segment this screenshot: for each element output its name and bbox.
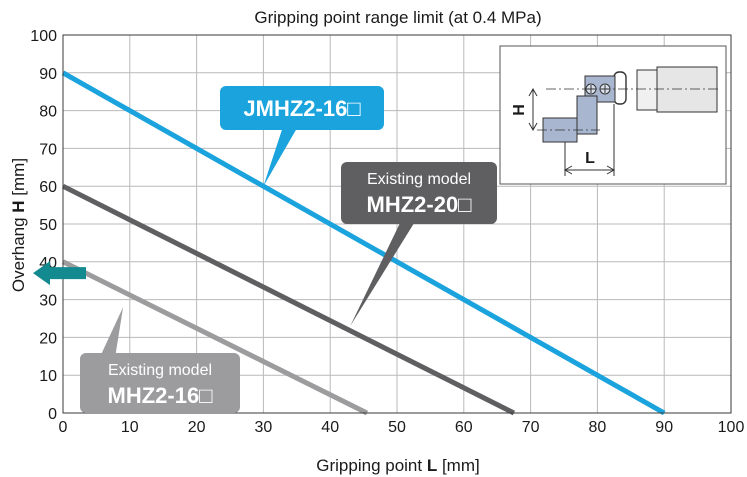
- arrow-shape: [33, 261, 86, 286]
- y-tick-label: 20: [39, 330, 57, 347]
- y-tick-label: 30: [39, 293, 57, 310]
- y-tick-label: 90: [39, 66, 57, 83]
- x-tick-label: 20: [188, 419, 206, 436]
- x-tick-label: 100: [718, 419, 745, 436]
- callout-pointer: [350, 224, 414, 327]
- x-tick-label: 60: [455, 419, 473, 436]
- inset-dimension-h-arrows: [528, 87, 538, 132]
- y-axis-label: Overhang H [mm]: [9, 158, 28, 292]
- y-tick-label: 60: [39, 179, 57, 196]
- callout-pointer: [263, 130, 296, 187]
- inset-cylinder-neck: [636, 69, 658, 111]
- y-tick-label: 100: [30, 28, 57, 45]
- chart-title: Gripping point range limit (at 0.4 MPa): [254, 8, 541, 27]
- inset-diagram: H L: [499, 45, 727, 185]
- x-tick-label: 0: [59, 419, 68, 436]
- direction-arrow: [33, 261, 86, 286]
- callout-box: [80, 353, 240, 413]
- x-axis-label: Gripping point L [mm]: [316, 456, 479, 475]
- x-tick-label: 10: [121, 419, 139, 436]
- series-line-2: [61, 259, 369, 416]
- y-tick-label: 10: [39, 368, 57, 385]
- callout-name: JMHZ2-16□: [243, 96, 360, 121]
- inset-cylinder-body: [656, 66, 718, 113]
- callout-pointer: [101, 307, 124, 353]
- x-tick-label: 80: [589, 419, 607, 436]
- callout-box: [341, 162, 497, 224]
- series-line-0: [61, 70, 666, 416]
- tick-labels: 0102030405060708090100010203040506070809…: [30, 28, 744, 436]
- x-tick-label: 30: [255, 419, 273, 436]
- x-tick-label: 70: [522, 419, 540, 436]
- series-lines: [61, 70, 666, 416]
- y-tick-label: 70: [39, 141, 57, 158]
- callout-box: [220, 86, 384, 130]
- y-tick-label: 50: [39, 217, 57, 234]
- series-line-1: [61, 183, 516, 416]
- x-tick-label: 50: [388, 419, 406, 436]
- callout-caption: Existing model: [367, 171, 471, 188]
- inset-label-h: H: [511, 104, 528, 116]
- x-tick-label: 40: [321, 419, 339, 436]
- x-tick-label: 90: [655, 419, 673, 436]
- inset-finger: [576, 95, 598, 135]
- y-tick-label: 80: [39, 104, 57, 121]
- inset-label-l: L: [585, 150, 595, 167]
- callout-name: MHZ2-20□: [367, 192, 472, 217]
- inset-seal: [613, 71, 627, 105]
- callout-name: MHZ2-16□: [108, 383, 213, 408]
- y-tick-label: 0: [48, 406, 57, 423]
- plot-frame: [62, 34, 732, 414]
- callout-caption: Existing model: [108, 362, 212, 379]
- series-callouts: JMHZ2-16□ Existing model MHZ2-20□ Existing …: [80, 86, 497, 413]
